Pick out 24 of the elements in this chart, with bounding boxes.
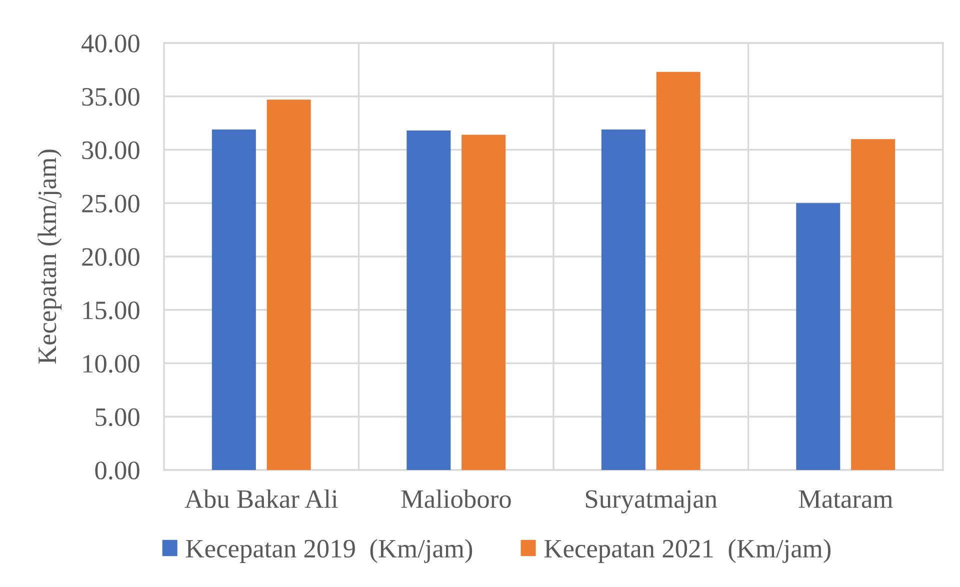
y-tick-label: 40.00	[82, 34, 140, 53]
legend-label: Kecepatan 2019 (Km/jam)	[186, 539, 472, 563]
y-tick-label: 10.00	[83, 354, 140, 373]
y-axis-title: Kecepatan (km/jam)	[38, 150, 62, 364]
bar	[266, 100, 311, 470]
y-tick-label: 25.00	[82, 194, 140, 213]
x-tick-label: Mataram	[798, 490, 893, 508]
bar	[406, 130, 451, 470]
y-tick-label: 30.00	[82, 141, 140, 160]
y-tick-label: 0.00	[95, 462, 140, 480]
y-tick-label: 5.00	[96, 408, 140, 426]
y-tick-label: 15.00	[83, 301, 140, 320]
x-tick-label: Suryatmajan	[586, 490, 718, 514]
bar	[851, 139, 896, 470]
y-tick-label: 20.00	[82, 248, 140, 266]
bar	[656, 72, 700, 470]
bar	[796, 203, 840, 470]
x-tick-label: Malioboro	[401, 489, 511, 508]
bar	[212, 129, 256, 470]
legend-label: Kecepatan 2021 (Km/jam)	[544, 539, 831, 563]
x-tick-label: Abu Bakar Ali	[184, 489, 338, 508]
bar	[462, 134, 506, 470]
y-tick-label: 35.00	[82, 88, 140, 106]
bar	[601, 129, 646, 470]
